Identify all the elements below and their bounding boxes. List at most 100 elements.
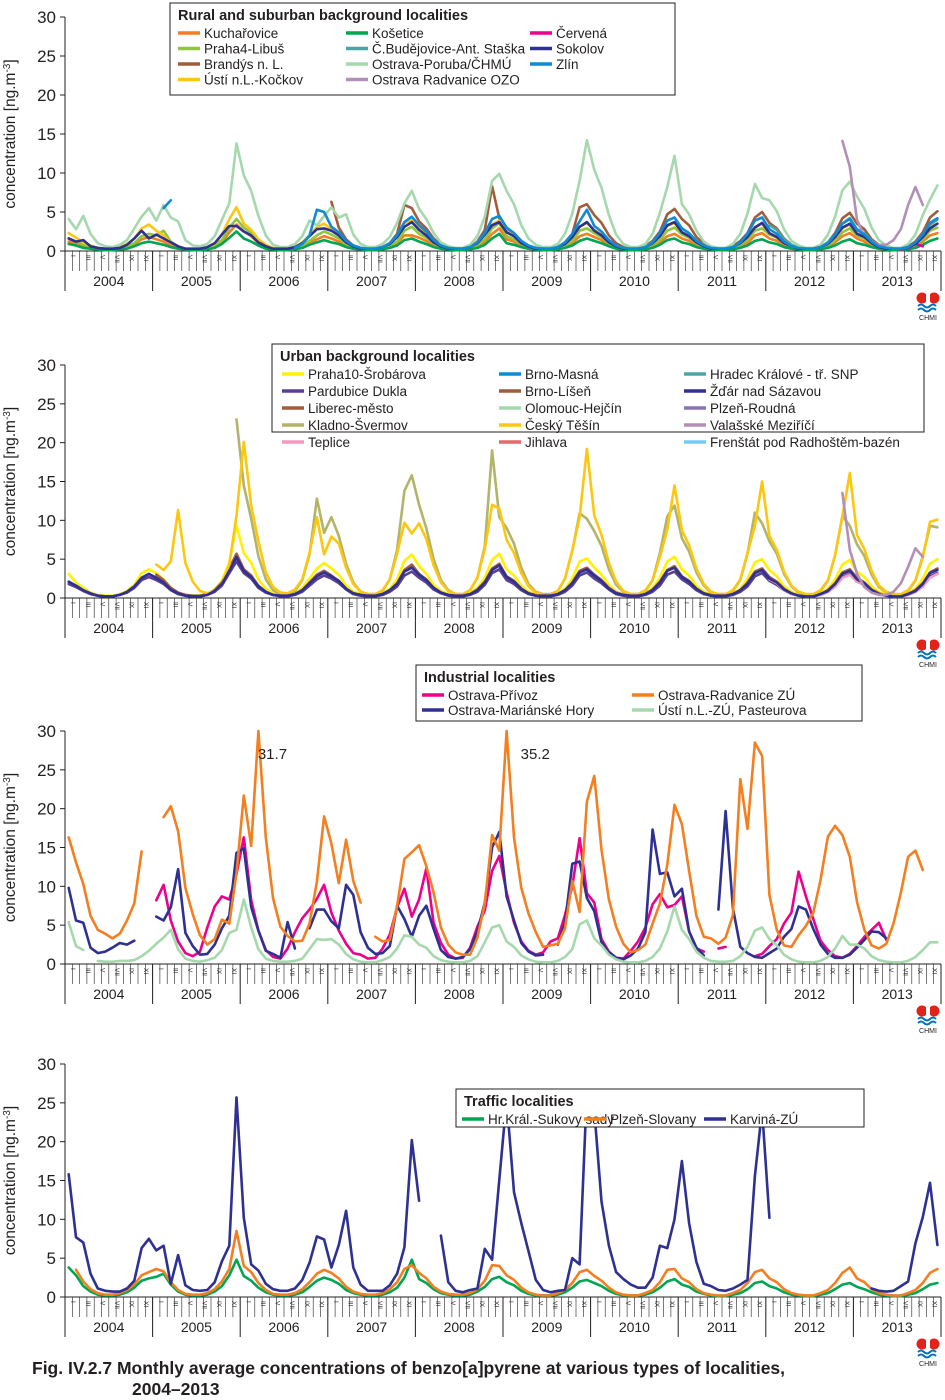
month-tick-label: I [420,1301,427,1303]
month-tick-label: VII [551,1301,558,1309]
month-tick-label: XI [931,255,938,261]
year-label: 2004 [93,273,124,289]
month-tick-label: V [799,255,806,260]
month-tick-label: XI [580,1301,587,1307]
y-tick-label: 25 [37,761,56,780]
month-tick-label: VII [113,968,120,976]
month-tick-label: III [84,968,91,974]
legend-title: Rural and suburban background localities [178,8,468,24]
legend: Rural and suburban background localities… [169,2,676,96]
month-tick-label: III [171,968,178,974]
year-label: 2006 [268,1319,299,1335]
month-tick-label: V [536,255,543,260]
month-tick-label: III [259,255,266,261]
month-tick-label: IX [478,1301,485,1308]
logo-text: CHMI [919,1028,937,1035]
month-tick-label: III [872,602,879,608]
logo-circle-left [916,1338,928,1350]
year-label: 2013 [882,986,913,1002]
legend-label: Brandýs n. L. [204,57,284,72]
month-tick-label: V [799,1301,806,1306]
y-tick-label: 20 [37,434,56,453]
legend-label: Ústí n.L.-ZÚ, Pasteurova [658,703,807,718]
year-label: 2007 [356,620,387,636]
series-line [67,524,939,597]
series-line [67,230,939,252]
month-tick-label: VII [288,602,295,610]
logo-wave [917,307,937,313]
month-tick-label: III [872,255,879,261]
month-tick-label: VII [814,968,821,976]
month-tick-label: XI [755,968,762,974]
year-label: 2011 [707,620,737,636]
month-tick-label: IX [653,1301,660,1308]
year-label: 2010 [619,1319,650,1335]
logo-wave [917,650,937,656]
month-tick-label: VII [113,602,120,610]
y-axis-label-end: ] [2,407,19,411]
y-tick-label: 5 [47,550,56,569]
month-tick-label: XI [405,602,412,608]
series-line [67,729,925,956]
month-tick-label: XI [931,968,938,974]
year-label: 2007 [356,986,387,1002]
month-tick-label: IX [653,602,660,609]
month-tick-label: III [347,602,354,608]
series-line [841,491,925,597]
month-tick-label: V [712,1301,719,1306]
year-label: 2005 [181,986,212,1002]
month-tick-label: VII [463,968,470,976]
month-tick-label: I [244,255,251,257]
month-tick-label: XI [843,255,850,261]
year-label: 2009 [531,273,562,289]
month-tick-label: XI [142,602,149,608]
month-tick-label: III [259,602,266,608]
month-tick-label: V [536,968,543,973]
month-tick-label: III [259,1301,266,1307]
month-tick-label: IX [828,1301,835,1308]
month-tick-label: V [186,602,193,607]
logo-circle-right [928,1005,940,1017]
month-tick-label: IX [128,968,135,975]
month-tick-label: I [244,602,251,604]
month-tick-label: IX [916,1301,923,1308]
month-tick-label: IX [566,1301,573,1308]
month-tick-label: VII [639,968,646,976]
month-tick-label: I [157,602,164,604]
month-tick-label: I [332,602,339,604]
month-tick-label: III [434,602,441,608]
month-tick-label: XI [580,255,587,261]
month-tick-label: I [682,1301,689,1303]
legend-label: Ostrava Radvanice OZO [372,73,520,88]
y-tick-label: 0 [47,1288,56,1307]
month-tick-label: V [361,968,368,973]
series-line [67,555,939,598]
month-tick-label: I [770,968,777,970]
month-tick-label: III [697,255,704,261]
y-tick-label: 30 [37,356,56,375]
month-tick-label: VII [814,602,821,610]
legend-label: Červená [556,26,608,41]
month-tick-label: III [697,1301,704,1307]
month-tick-label: V [274,255,281,260]
month-tick-label: IX [566,602,573,609]
month-tick-label: VII [288,968,295,976]
y-axis-label-superscript: -3 [2,1110,13,1119]
month-tick-label: V [449,255,456,260]
month-tick-label: IX [741,968,748,975]
legend-label: Brno-Masná [525,367,599,382]
month-tick-label: XI [405,1301,412,1307]
month-tick-label: VII [726,602,733,610]
month-tick-label: VII [113,1301,120,1309]
month-tick-label: V [624,255,631,260]
month-tick-label: IX [303,602,310,609]
logo-circle-left [916,639,928,651]
month-tick-label: V [98,602,105,607]
y-axis-label-main: concentration [ng.m [2,73,19,209]
month-tick-label: VII [463,602,470,610]
y-tick-label: 10 [37,1210,56,1229]
month-tick-label: III [609,1301,616,1307]
series-line [67,1089,939,1294]
month-tick-label: IX [390,602,397,609]
month-tick-label: VII [639,255,646,263]
